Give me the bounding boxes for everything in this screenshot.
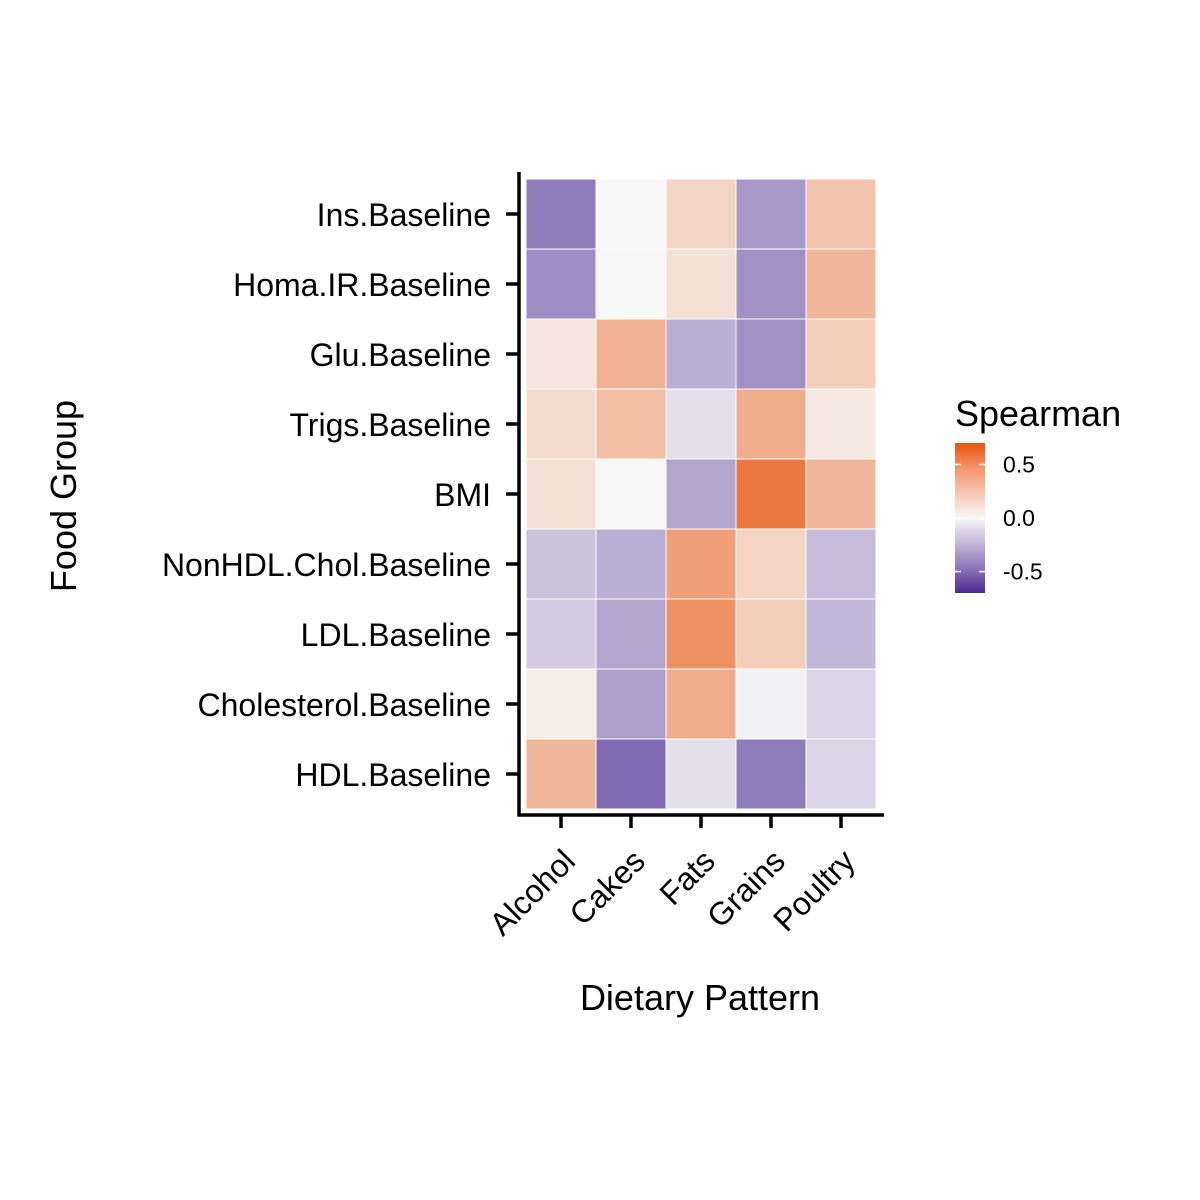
heatmap-cell: [805, 178, 877, 250]
heatmap-cell: [735, 528, 807, 600]
heatmap-cell: [525, 178, 597, 250]
heatmap-cell: [665, 248, 737, 320]
heatmap-cell: [805, 738, 877, 810]
y-tick-label: BMI: [434, 477, 491, 513]
legend: Spearman 0.5 0.0 -0.5: [955, 393, 1121, 593]
heatmap-cell: [595, 528, 667, 600]
y-tick-label: Cholesterol.Baseline: [198, 687, 492, 723]
heatmap-cells: [525, 178, 877, 810]
heatmap-cell: [595, 738, 667, 810]
x-tick-label: Alcohol: [482, 842, 582, 942]
heatmap-cell: [665, 528, 737, 600]
y-tick-labels: Ins.Baseline Homa.IR.Baseline Glu.Baseline…: [162, 197, 491, 793]
heatmap-cell: [805, 318, 877, 390]
heatmap-cell: [665, 388, 737, 460]
y-tick-label: Glu.Baseline: [310, 337, 491, 373]
heatmap-cell: [735, 248, 807, 320]
heatmap-cell: [665, 178, 737, 250]
legend-tick-label: 0.5: [1003, 451, 1035, 477]
heatmap-cell: [805, 388, 877, 460]
heatmap-cell: [735, 668, 807, 740]
x-tick-label: Cakes: [562, 842, 652, 932]
heatmap-cell: [525, 528, 597, 600]
legend-title: Spearman: [955, 393, 1121, 434]
heatmap-cell: [525, 458, 597, 530]
heatmap-cell: [595, 458, 667, 530]
heatmap-cell: [665, 738, 737, 810]
y-tick-label: Ins.Baseline: [317, 197, 491, 233]
y-tick-label: NonHDL.Chol.Baseline: [162, 547, 491, 583]
heatmap-cell: [525, 248, 597, 320]
y-tick-label: HDL.Baseline: [295, 757, 491, 793]
heatmap-cell: [665, 318, 737, 390]
heatmap-cell: [735, 458, 807, 530]
heatmap-cell: [595, 318, 667, 390]
y-tick-label: Trigs.Baseline: [289, 407, 491, 443]
heatmap-cell: [665, 598, 737, 670]
heatmap-cell: [735, 388, 807, 460]
heatmap-cell: [805, 668, 877, 740]
heatmap-cell: [595, 178, 667, 250]
heatmap-cell: [525, 598, 597, 670]
x-axis-title: Dietary Pattern: [580, 977, 820, 1018]
legend-tick-label: 0.0: [1003, 505, 1035, 531]
heatmap-cell: [595, 598, 667, 670]
heatmap-cell: [525, 388, 597, 460]
heatmap-cell: [735, 738, 807, 810]
y-tick-label: LDL.Baseline: [301, 617, 491, 653]
heatmap-cell: [595, 668, 667, 740]
heatmap-cell: [735, 318, 807, 390]
heatmap-cell: [805, 248, 877, 320]
heatmap-cell: [735, 178, 807, 250]
heatmap-cell: [735, 598, 807, 670]
heatmap-cell: [805, 598, 877, 670]
heatmap-cell: [525, 668, 597, 740]
heatmap-cell: [665, 458, 737, 530]
y-axis-title: Food Group: [43, 400, 84, 592]
heatmap-cell: [595, 388, 667, 460]
heatmap-cell: [805, 458, 877, 530]
heatmap-cell: [665, 668, 737, 740]
heatmap-cell: [805, 528, 877, 600]
heatmap-cell: [525, 318, 597, 390]
axes: [506, 172, 884, 828]
legend-ticks: 0.5 0.0 -0.5: [955, 451, 1043, 585]
y-tick-label: Homa.IR.Baseline: [233, 267, 491, 303]
heatmap-cell: [525, 738, 597, 810]
legend-tick-label: -0.5: [1003, 559, 1043, 585]
heatmap-cell: [595, 248, 667, 320]
